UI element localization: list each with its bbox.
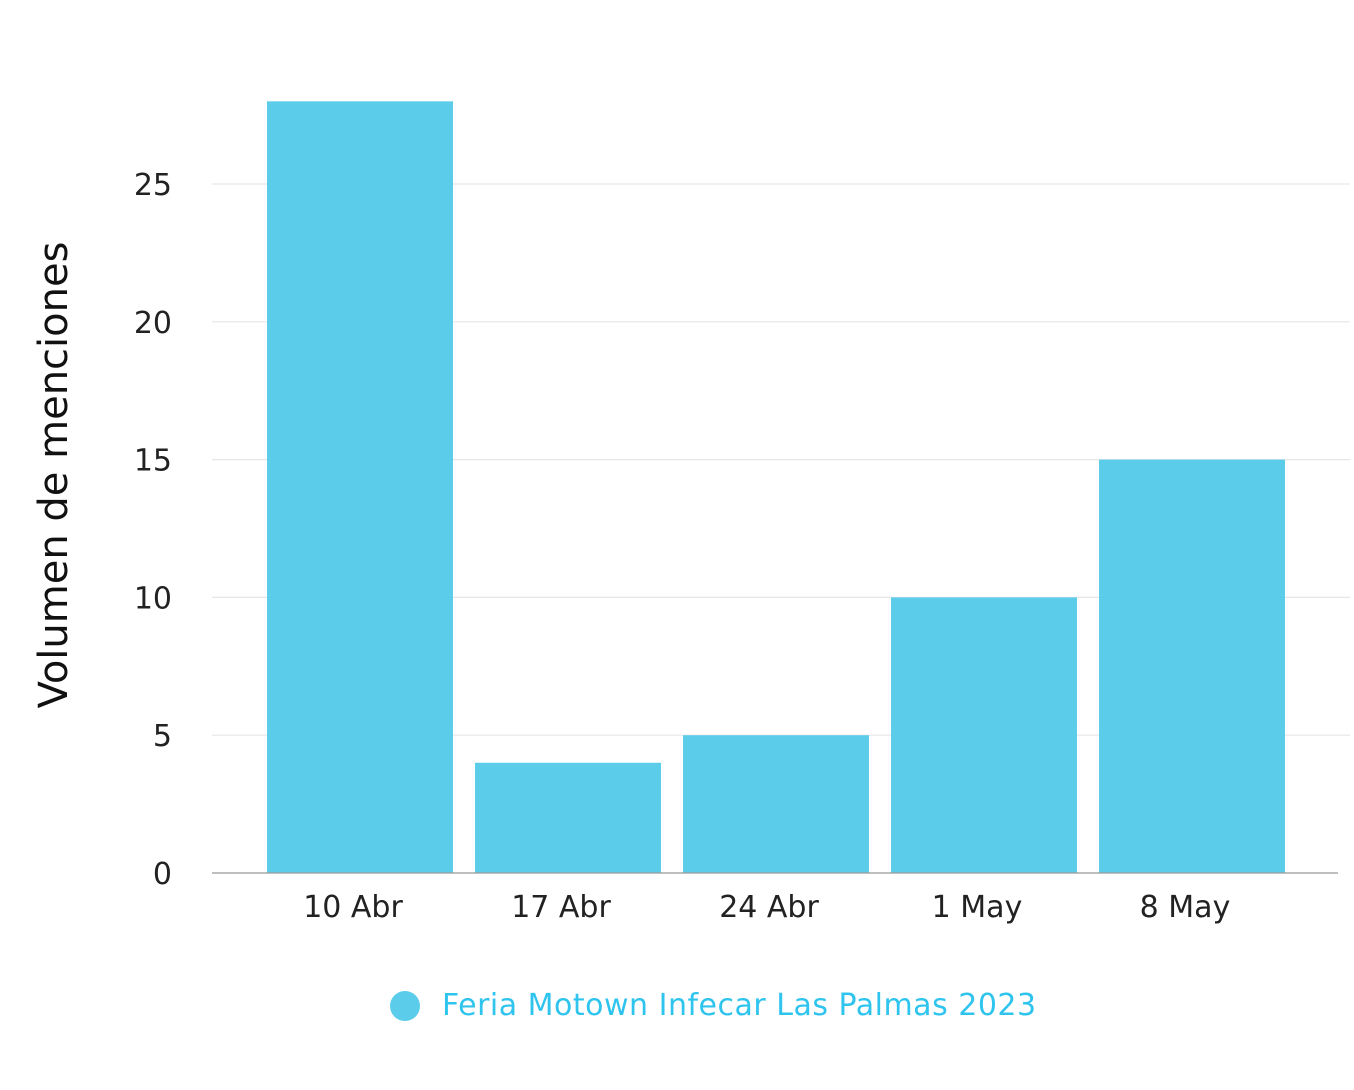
x-tick-label: 24 Abr <box>719 890 819 925</box>
legend: Feria Motown Infecar Las Palmas 2023 <box>390 988 1037 1023</box>
x-tick-label: 8 May <box>1140 890 1231 925</box>
bar-1-may <box>891 597 1077 873</box>
x-tick-label: 10 Abr <box>303 890 403 925</box>
y-tick-label: 0 <box>153 857 172 892</box>
y-tick-label: 15 <box>134 444 172 479</box>
bar-8-may <box>1099 459 1285 873</box>
y-tick-label: 5 <box>153 719 172 754</box>
y-tick-label: 25 <box>134 168 172 203</box>
bar-17-abr <box>475 762 661 873</box>
legend-label: Feria Motown Infecar Las Palmas 2023 <box>442 988 1037 1023</box>
y-tick-label: 10 <box>134 581 172 616</box>
x-tick-label: 1 May <box>932 890 1023 925</box>
y-axis-label: Volumen de menciones <box>31 241 77 709</box>
x-tick-label: 17 Abr <box>511 890 611 925</box>
legend-marker <box>390 990 420 1021</box>
y-tick-label: 20 <box>134 306 172 341</box>
bar-10-abr <box>267 101 453 873</box>
bar-24-abr <box>683 735 869 873</box>
